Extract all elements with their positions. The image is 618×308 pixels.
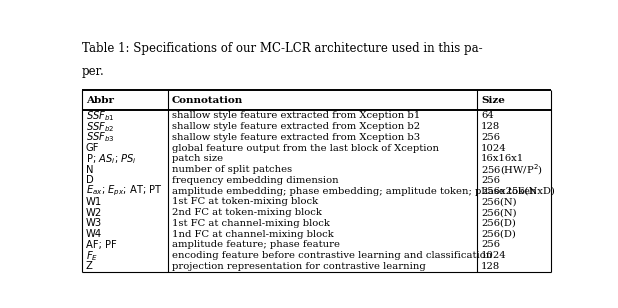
Text: 256(HW/P$^2$): 256(HW/P$^2$)	[481, 162, 543, 177]
Text: 2nd FC at token-mixing block: 2nd FC at token-mixing block	[172, 208, 322, 217]
Text: Abbr: Abbr	[86, 96, 114, 105]
Text: encoding feature before contrastive learning and classification: encoding feature before contrastive lear…	[172, 251, 493, 260]
Text: projection representation for contrastive learning: projection representation for contrastiv…	[172, 262, 426, 271]
Text: 1nd FC at channel-mixing block: 1nd FC at channel-mixing block	[172, 230, 334, 239]
Text: 256: 256	[481, 240, 500, 249]
Text: shallow style feature extracted from Xception b3: shallow style feature extracted from Xce…	[172, 133, 420, 142]
Text: $E_{ax}$; $E_{px}$; AT; PT: $E_{ax}$; $E_{px}$; AT; PT	[86, 184, 163, 198]
Text: amplitude embedding; phase embedding; amplitude token; phase token: amplitude embedding; phase embedding; am…	[172, 187, 536, 196]
Text: 1st FC at token-mixing block: 1st FC at token-mixing block	[172, 197, 318, 206]
Text: $\mathit{SSF}_{b3}$: $\mathit{SSF}_{b3}$	[86, 131, 115, 144]
Text: patch size: patch size	[172, 154, 223, 163]
Text: W3: W3	[86, 218, 102, 228]
Text: Z: Z	[86, 261, 93, 271]
Text: 256: 256	[481, 176, 500, 185]
Text: 128: 128	[481, 122, 500, 131]
Text: $\mathit{SSF}_{b1}$: $\mathit{SSF}_{b1}$	[86, 109, 114, 123]
Text: D: D	[86, 175, 93, 185]
Text: 256(D): 256(D)	[481, 230, 516, 239]
Text: W2: W2	[86, 208, 102, 218]
Text: $F_E$: $F_E$	[86, 249, 98, 262]
Text: 256(N): 256(N)	[481, 208, 517, 217]
Text: 256(D): 256(D)	[481, 219, 516, 228]
Text: 1024: 1024	[481, 251, 507, 260]
Text: AF; PF: AF; PF	[86, 240, 117, 250]
Text: GF: GF	[86, 143, 99, 153]
Text: shallow style feature extracted from Xception b2: shallow style feature extracted from Xce…	[172, 122, 420, 131]
Text: Size: Size	[481, 96, 505, 105]
Text: W4: W4	[86, 229, 102, 239]
Text: 128: 128	[481, 262, 500, 271]
Text: 64: 64	[481, 111, 494, 120]
Text: frequency embedding dimension: frequency embedding dimension	[172, 176, 339, 185]
Text: W1: W1	[86, 197, 102, 207]
Text: P; $\mathit{AS}_i$; $\mathit{PS}_i$: P; $\mathit{AS}_i$; $\mathit{PS}_i$	[86, 152, 137, 166]
Text: 256: 256	[481, 133, 500, 142]
Text: 256x256(NxD): 256x256(NxD)	[481, 187, 555, 196]
Text: 16x16x1: 16x16x1	[481, 154, 524, 163]
Text: shallow style feature extracted from Xception b1: shallow style feature extracted from Xce…	[172, 111, 420, 120]
Text: 256(N): 256(N)	[481, 197, 517, 206]
Text: per.: per.	[82, 65, 105, 79]
Text: 1024: 1024	[481, 144, 507, 152]
Text: Connotation: Connotation	[172, 96, 243, 105]
Text: 1st FC at channel-mixing block: 1st FC at channel-mixing block	[172, 219, 330, 228]
Text: N: N	[86, 164, 93, 175]
Text: Table 1: Specifications of our MC-LCR architecture used in this pa-: Table 1: Specifications of our MC-LCR ar…	[82, 42, 483, 55]
Text: $\mathit{SSF}_{b2}$: $\mathit{SSF}_{b2}$	[86, 120, 114, 133]
Text: number of split patches: number of split patches	[172, 165, 292, 174]
Text: global feature output from the last block of Xception: global feature output from the last bloc…	[172, 144, 439, 152]
Text: amplitude feature; phase feature: amplitude feature; phase feature	[172, 240, 340, 249]
